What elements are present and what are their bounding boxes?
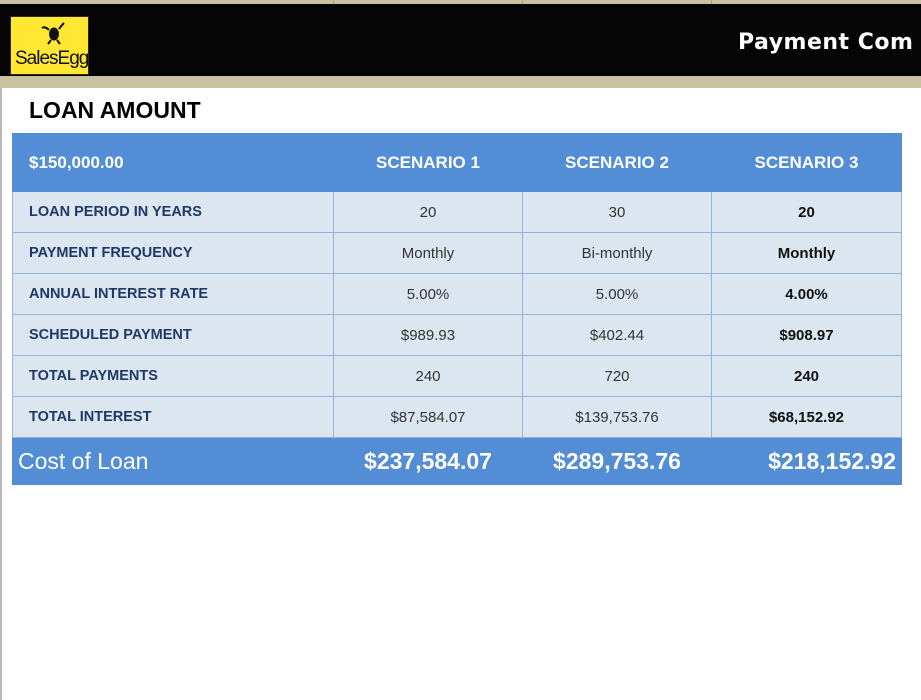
table-row-total-interest: TOTAL INTEREST $87,584.07 $139,753.76 $6… bbox=[12, 396, 902, 438]
scenario-1-cell[interactable]: 20 bbox=[333, 191, 523, 233]
column-divider bbox=[333, 0, 334, 4]
scenario-1-header: SCENARIO 1 bbox=[333, 133, 523, 192]
header-bar: SalesEgg Payment Com bbox=[0, 4, 921, 76]
row-label: SCHEDULED PAYMENT bbox=[12, 314, 334, 356]
egg-figure-icon bbox=[41, 22, 65, 45]
table-row-loan-period: LOAN PERIOD IN YEARS 20 30 20 bbox=[12, 191, 902, 233]
cost-of-loan-label: Cost of Loan bbox=[12, 437, 334, 485]
row-label: ANNUAL INTEREST RATE bbox=[12, 273, 334, 315]
header-underline bbox=[0, 76, 921, 88]
scenario-1-total: $237,584.07 bbox=[333, 437, 523, 485]
scenario-2-cell[interactable]: 30 bbox=[522, 191, 712, 233]
page-title: Payment Com bbox=[738, 30, 914, 55]
scenario-3-header: SCENARIO 3 bbox=[711, 133, 902, 192]
comparison-table: $150,000.00 SCENARIO 1 SCENARIO 2 SCENAR… bbox=[12, 133, 902, 485]
left-border bbox=[0, 88, 2, 700]
table-row-scheduled-payment: SCHEDULED PAYMENT $989.93 $402.44 $908.9… bbox=[12, 314, 902, 356]
column-divider bbox=[522, 0, 523, 4]
table-header-row: $150,000.00 SCENARIO 1 SCENARIO 2 SCENAR… bbox=[12, 133, 902, 192]
scenario-3-cell[interactable]: 4.00% bbox=[711, 273, 902, 315]
row-label: LOAN PERIOD IN YEARS bbox=[12, 191, 334, 233]
logo-text: SalesEgg bbox=[15, 48, 89, 69]
scenario-2-cell: $402.44 bbox=[522, 314, 712, 356]
scenario-3-cell: 240 bbox=[711, 355, 902, 397]
scenario-1-cell[interactable]: Monthly bbox=[333, 232, 523, 274]
table-row-payment-frequency: PAYMENT FREQUENCY Monthly Bi-monthly Mon… bbox=[12, 232, 902, 274]
table-row-total-payments: TOTAL PAYMENTS 240 720 240 bbox=[12, 355, 902, 397]
scenario-3-cell: $908.97 bbox=[711, 314, 902, 356]
scenario-1-cell[interactable]: 5.00% bbox=[333, 273, 523, 315]
section-title: LOAN AMOUNT bbox=[29, 97, 201, 123]
row-label: PAYMENT FREQUENCY bbox=[12, 232, 334, 274]
table-row-interest-rate: ANNUAL INTEREST RATE 5.00% 5.00% 4.00% bbox=[12, 273, 902, 315]
scenario-2-cell: 720 bbox=[522, 355, 712, 397]
scenario-2-cell[interactable]: 5.00% bbox=[522, 273, 712, 315]
top-strip bbox=[0, 0, 921, 4]
row-label: TOTAL INTEREST bbox=[12, 396, 334, 438]
scenario-3-cell[interactable]: Monthly bbox=[711, 232, 902, 274]
scenario-3-total: $218,152.92 bbox=[711, 437, 902, 485]
table-row-cost-of-loan: Cost of Loan $237,584.07 $289,753.76 $21… bbox=[12, 437, 902, 485]
scenario-1-cell: $87,584.07 bbox=[333, 396, 523, 438]
scenario-2-cell: $139,753.76 bbox=[522, 396, 712, 438]
column-divider bbox=[711, 0, 712, 4]
scenario-1-cell: $989.93 bbox=[333, 314, 523, 356]
scenario-1-cell: 240 bbox=[333, 355, 523, 397]
scenario-2-header: SCENARIO 2 bbox=[522, 133, 712, 192]
scenario-3-cell[interactable]: 20 bbox=[711, 191, 902, 233]
scenario-3-cell: $68,152.92 bbox=[711, 396, 902, 438]
scenario-2-total: $289,753.76 bbox=[522, 437, 712, 485]
loan-amount-value[interactable]: $150,000.00 bbox=[12, 133, 334, 192]
payment-comparison-table: $150,000.00 SCENARIO 1 SCENARIO 2 SCENAR… bbox=[12, 133, 902, 485]
row-label: TOTAL PAYMENTS bbox=[12, 355, 334, 397]
salesegg-logo[interactable]: SalesEgg bbox=[10, 16, 89, 75]
scenario-2-cell[interactable]: Bi-monthly bbox=[522, 232, 712, 274]
